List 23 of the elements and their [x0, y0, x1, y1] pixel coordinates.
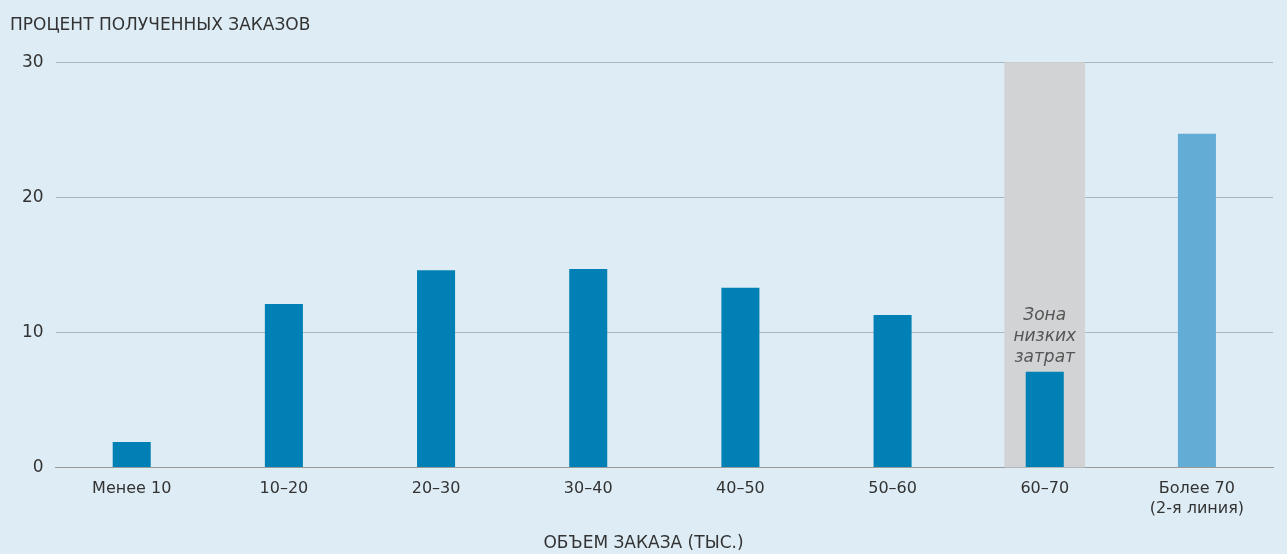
bar [417, 270, 456, 468]
x-tick-label: 50–60 [868, 478, 917, 498]
y-tick-label: 0 [32, 456, 44, 477]
bar [1025, 371, 1064, 468]
x-tick-label: 20–30 [411, 478, 461, 498]
y-tick-label: 20 [21, 185, 44, 206]
x-tick-label: 30–40 [563, 478, 613, 498]
bar [1177, 133, 1216, 468]
x-tick-label: 60–70 [1020, 478, 1070, 498]
x-tick-label: 40–50 [716, 478, 765, 498]
band-label: Зона низких затрат [1013, 303, 1077, 366]
y-axis-title: ПРОЦЕНТ ПОЛУЧЕННЫХ ЗАКАЗОВ [10, 14, 311, 34]
x-tick-label: 10–20 [259, 478, 309, 498]
y-tick-label: 10 [21, 320, 44, 341]
x-tick-label: Менее 10 [92, 478, 172, 498]
bar [873, 314, 912, 468]
x-tick-label: Более 70 (2-я линия) [1149, 478, 1245, 517]
bar [264, 304, 303, 468]
y-tick-label: 30 [21, 50, 44, 71]
bar [112, 441, 151, 468]
bar [569, 268, 608, 468]
x-axis-title: ОБЪЕМ ЗАКАЗА (ТЫС.) [542, 532, 745, 552]
bar [721, 287, 760, 468]
